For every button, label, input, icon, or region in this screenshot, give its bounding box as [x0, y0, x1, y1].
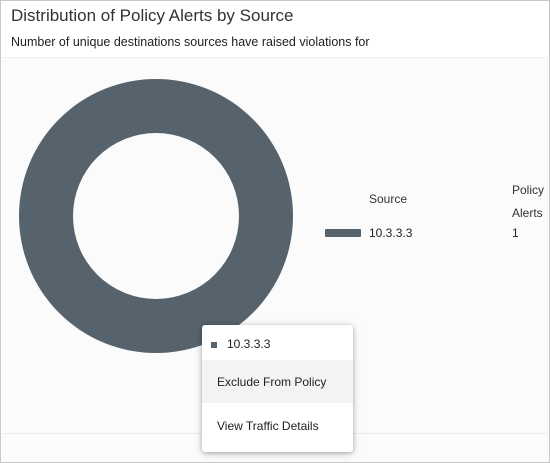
- legend-row-source[interactable]: 10.3.3.3: [369, 226, 413, 240]
- widget-subtitle: Number of unique destinations sources ha…: [11, 35, 370, 49]
- context-menu-header-label: 10.3.3.3: [227, 337, 271, 351]
- legend-header-source: Source: [369, 192, 408, 206]
- context-menu: 10.3.3.3 Exclude From Policy View Traffi…: [202, 325, 353, 452]
- menu-item-label: Exclude From Policy: [217, 375, 327, 389]
- menu-item-view-traffic-details[interactable]: View Traffic Details: [202, 404, 353, 447]
- menu-item-exclude-from-policy[interactable]: Exclude From Policy: [202, 360, 353, 403]
- widget-title: Distribution of Policy Alerts by Source: [11, 6, 294, 25]
- donut-chart: [18, 78, 293, 354]
- context-menu-header: 10.3.3.3: [202, 325, 353, 360]
- legend-row-alerts: 1: [512, 226, 519, 240]
- legend-swatch[interactable]: [325, 229, 361, 237]
- legend-header-alerts: Policy Alerts: [512, 183, 545, 220]
- donut-slice-0[interactable]: [18, 78, 293, 354]
- menu-item-label: View Traffic Details: [217, 419, 319, 433]
- context-menu-swatch: [211, 342, 217, 348]
